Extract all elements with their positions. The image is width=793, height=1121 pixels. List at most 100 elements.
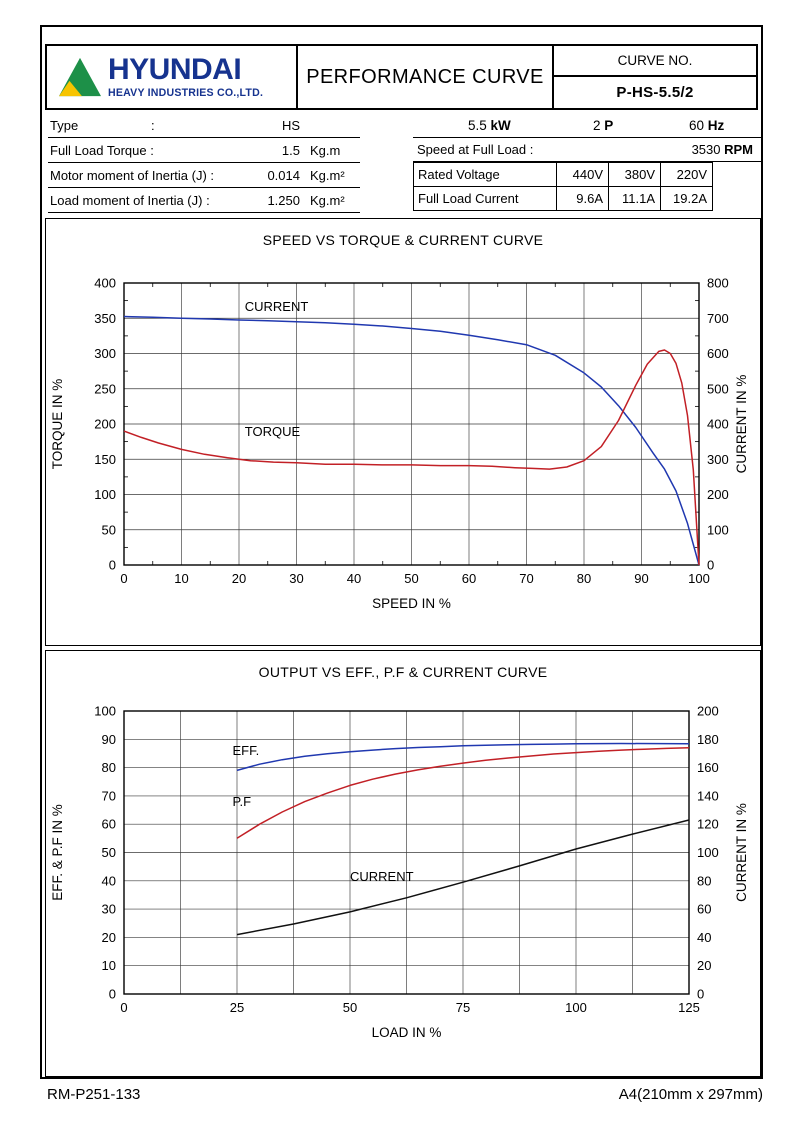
speed-value: 3530 — [691, 142, 721, 157]
curve-label-torque: TORQUE — [245, 424, 301, 439]
frequency-unit: Hz — [707, 118, 725, 133]
spec-table-right: 5.5 kW 2 P 60 Hz Speed at Full Load : 35… — [413, 113, 761, 211]
speed-unit: RPM — [724, 142, 753, 157]
pole-unit: P — [604, 118, 614, 133]
y-right-tick-label: 600 — [707, 346, 729, 361]
x-tick-label: 0 — [120, 571, 127, 586]
x-axis-title: SPEED IN % — [372, 596, 451, 611]
y-left-tick-label: 10 — [102, 958, 116, 973]
spec-row-type: Type : HS — [48, 113, 360, 138]
y-left-tick-label: 90 — [102, 732, 116, 747]
curve-label-current: CURRENT — [350, 869, 414, 884]
logo-subtext: HEAVY INDUSTRIES CO.,LTD. — [108, 87, 264, 99]
frequency-rating: 60 Hz — [689, 118, 724, 133]
x-axis-title: LOAD IN % — [372, 1025, 442, 1040]
spec-colon: : — [151, 118, 155, 133]
y-left-axis-title: EFF. & P.F IN % — [50, 804, 65, 901]
y-right-tick-label: 100 — [697, 845, 719, 860]
voltage-current-table: Rated Voltage 440V 380V 220V Full Load C… — [413, 162, 713, 211]
x-tick-label: 50 — [404, 571, 418, 586]
speed-row: Speed at Full Load : 3530 RPM — [413, 138, 761, 162]
y-left-tick-label: 200 — [94, 417, 116, 432]
y-left-tick-label: 0 — [109, 558, 116, 573]
y-left-tick-label: 400 — [94, 276, 116, 291]
y-right-tick-label: 200 — [697, 704, 719, 719]
logo-text-block: HYUNDAI HEAVY INDUSTRIES CO.,LTD. — [108, 55, 264, 100]
chart2-title: OUTPUT VS EFF., P.F & CURRENT CURVE — [258, 664, 548, 680]
y-right-tick-label: 0 — [697, 987, 704, 1002]
full-load-current-row: Full Load Current 9.6A 11.1A 19.2A — [413, 186, 713, 211]
chart1-title: SPEED VS TORQUE & CURRENT CURVE — [262, 232, 544, 248]
x-tick-label: 75 — [456, 1000, 470, 1015]
chart2-canvas: 0 25 50 75 100 125010203040506070809010002040… — [50, 704, 749, 1041]
y-right-tick-label: 500 — [707, 381, 729, 396]
y-left-tick-label: 0 — [109, 987, 116, 1002]
hyundai-logo-icon — [59, 57, 101, 97]
pole-rating: 2 P — [593, 118, 613, 133]
spec-table-left: Type : HS Full Load Torque : 1.5 Kg.m Mo… — [48, 113, 360, 213]
y-right-tick-label: 700 — [707, 311, 729, 326]
curve-current — [123, 315, 700, 566]
spec-label: Full Load Torque : — [50, 143, 154, 158]
curve-no-cell: CURVE NO. P-HS-5.5/2 — [552, 46, 756, 108]
y-left-tick-label: 150 — [94, 452, 116, 467]
spec-label: Motor moment of Inertia (J) : — [50, 168, 214, 183]
rating-row: 5.5 kW 2 P 60 Hz — [413, 113, 761, 138]
full-load-current-label: Full Load Current — [413, 186, 557, 211]
current-380: 11.1A — [608, 186, 661, 211]
voltage-220: 220V — [660, 162, 713, 187]
rated-voltage-row: Rated Voltage 440V 380V 220V — [413, 162, 713, 187]
y-right-tick-label: 300 — [707, 452, 729, 467]
x-tick-label: 100 — [688, 571, 710, 586]
y-left-tick-label: 100 — [94, 704, 116, 719]
y-right-tick-label: 160 — [697, 760, 719, 775]
y-left-tick-label: 100 — [94, 487, 116, 502]
current-220: 19.2A — [660, 186, 713, 211]
voltage-380: 380V — [608, 162, 661, 187]
speed-label: Speed at Full Load : — [417, 142, 534, 157]
x-tick-label: 25 — [230, 1000, 244, 1015]
chart1-canvas: 0 10 20 30 40 50 60 70 80 90 100050100150200250300… — [50, 276, 749, 612]
x-tick-label: 60 — [462, 571, 476, 586]
power-unit: kW — [490, 118, 511, 133]
curve-label-current: CURRENT — [245, 299, 309, 314]
y-right-tick-label: 400 — [707, 417, 729, 432]
rated-voltage-label: Rated Voltage — [413, 162, 557, 187]
y-right-tick-label: 40 — [697, 930, 711, 945]
spec-unit: Kg.m — [310, 143, 341, 158]
x-tick-label: 10 — [174, 571, 188, 586]
y-right-tick-label: 20 — [697, 958, 711, 973]
spec-row-motor-inertia: Motor moment of Inertia (J) : 0.014 Kg.m… — [48, 163, 360, 188]
curve-label-eff: EFF. — [232, 743, 259, 758]
spec-value: 1.250 — [267, 193, 300, 208]
y-left-tick-label: 250 — [94, 381, 116, 396]
power-rating: 5.5 kW — [468, 118, 511, 133]
frequency-value: 60 — [689, 118, 705, 133]
y-right-tick-label: 200 — [707, 487, 729, 502]
y-right-axis-title: CURRENT IN % — [734, 803, 749, 902]
x-tick-label: 50 — [343, 1000, 357, 1015]
y-left-tick-label: 60 — [102, 817, 116, 832]
plot-frame — [123, 282, 700, 566]
x-tick-label: 0 — [120, 1000, 127, 1015]
pole-value: 2 — [593, 118, 601, 133]
header: HYUNDAI HEAVY INDUSTRIES CO.,LTD. PERFOR… — [45, 44, 758, 110]
y-right-tick-label: 800 — [707, 276, 729, 291]
curve-eff — [236, 742, 690, 772]
spec-unit: Kg.m² — [310, 168, 345, 183]
paper-size: A4(210mm x 297mm) — [618, 1086, 763, 1103]
current-440: 9.6A — [556, 186, 609, 211]
x-tick-label: 70 — [519, 571, 533, 586]
spec-label: Load moment of Inertia (J) : — [50, 193, 210, 208]
y-left-tick-label: 80 — [102, 760, 116, 775]
y-left-tick-label: 50 — [102, 845, 116, 860]
spec-row-full-load-torque: Full Load Torque : 1.5 Kg.m — [48, 138, 360, 163]
curve-no-label: CURVE NO. — [554, 46, 756, 77]
y-right-tick-label: 120 — [697, 817, 719, 832]
logo-cell: HYUNDAI HEAVY INDUSTRIES CO.,LTD. — [47, 46, 296, 108]
spec-value: 0.014 — [267, 168, 300, 183]
y-right-tick-label: 80 — [697, 873, 711, 888]
x-tick-label: 100 — [565, 1000, 587, 1015]
y-right-tick-label: 180 — [697, 732, 719, 747]
spec-unit: Kg.m² — [310, 193, 345, 208]
